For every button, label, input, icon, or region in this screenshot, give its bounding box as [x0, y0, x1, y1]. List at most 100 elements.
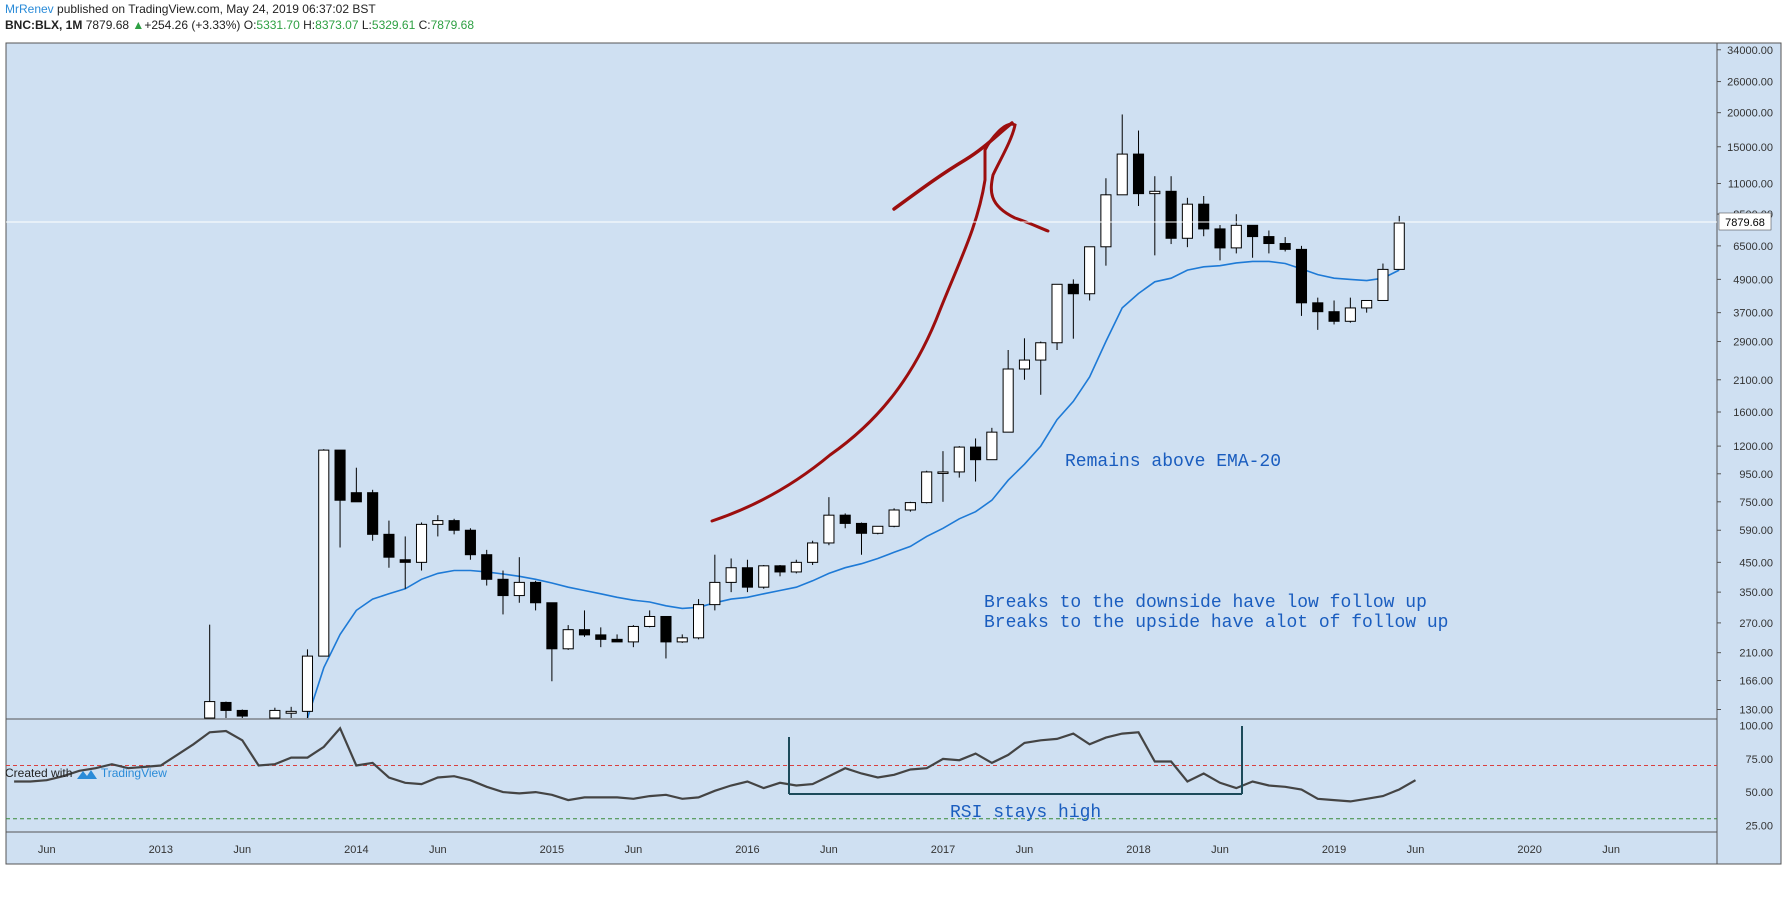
candle — [611, 634, 623, 643]
candle — [1214, 225, 1226, 261]
candle — [758, 565, 770, 589]
candle-body — [1393, 222, 1405, 270]
price-tick-label: 210.00 — [1739, 648, 1773, 660]
candle-body — [839, 514, 851, 524]
candle — [1344, 297, 1356, 323]
candle-body — [709, 581, 721, 606]
footer: Created with TradingView — [5, 766, 167, 780]
time-tick-label: Jun — [233, 844, 251, 856]
current-price-label: 7879.68 — [1725, 217, 1765, 229]
time-tick-label: Jun — [624, 844, 642, 856]
candle — [790, 559, 802, 574]
candle-body — [220, 701, 232, 711]
candle — [709, 554, 721, 611]
rsi-line — [14, 726, 1417, 803]
candle-body — [1002, 368, 1014, 433]
price-tick-label: 590.00 — [1739, 525, 1773, 537]
candle — [1328, 300, 1340, 325]
candle-body — [692, 604, 705, 639]
low-label: L: — [361, 18, 372, 32]
candle-body — [350, 492, 362, 503]
candle-body — [888, 509, 900, 527]
candle — [1018, 338, 1031, 380]
author-link[interactable]: MrRenev — [5, 2, 54, 16]
candle-body — [741, 567, 753, 588]
price-tick-label: 450.00 — [1739, 557, 1773, 569]
rsi-pane[interactable] — [5, 718, 1718, 833]
tradingview-link[interactable]: TradingView — [100, 766, 167, 780]
candle — [220, 701, 232, 718]
time-tick-label: 2020 — [1517, 844, 1541, 856]
candle-body — [1279, 243, 1291, 250]
current-price-marker: 7879.68 — [6, 212, 1772, 231]
annotation-downside[interactable]: Breaks to the downside have low follow u… — [984, 593, 1427, 613]
candle-body — [383, 533, 395, 558]
candle-body — [953, 446, 965, 473]
candle-body — [595, 634, 607, 640]
open-value: 5331.70 — [256, 18, 300, 32]
high-label: H: — [303, 18, 316, 32]
candle-body — [790, 561, 802, 573]
time-tick-label: 2019 — [1322, 844, 1346, 856]
candle-body — [1263, 236, 1275, 245]
candle — [1263, 230, 1275, 254]
price-tick-label: 3700.00 — [1733, 308, 1773, 320]
candle — [644, 610, 656, 628]
candle-body — [676, 637, 688, 643]
symbol-ohlc-bar: BNC:BLX, 1M 7879.68 ▲+254.26 (+3.33%) O:… — [5, 18, 474, 32]
candle-body — [415, 523, 428, 563]
price-pane[interactable] — [5, 42, 1718, 720]
candle — [546, 602, 558, 682]
candle — [464, 528, 476, 560]
candle — [1312, 297, 1324, 330]
candle-body — [464, 529, 476, 556]
annotation-rsi[interactable]: RSI stays high — [950, 803, 1101, 823]
time-tick-label: 2013 — [149, 844, 173, 856]
candle-body — [627, 625, 639, 643]
candle-body — [611, 638, 623, 643]
candle-body — [204, 701, 216, 719]
candle — [921, 470, 933, 504]
open-label: O: — [243, 18, 257, 32]
candle — [399, 536, 411, 589]
price-tick-label: 750.00 — [1739, 497, 1773, 509]
candle — [448, 518, 460, 535]
price-tick-label: 34000.00 — [1727, 45, 1773, 57]
candle — [481, 549, 493, 586]
candle-body — [921, 471, 933, 504]
candle-body — [1214, 228, 1226, 249]
candle — [513, 557, 525, 603]
candle — [904, 501, 916, 512]
time-tick-label: Jun — [820, 844, 838, 856]
candle — [595, 627, 607, 648]
hand-drawn-stroke — [892, 121, 1014, 211]
candle-layer — [204, 114, 1405, 719]
price-tick-label: 20000.00 — [1727, 108, 1773, 120]
price-axis-pane[interactable] — [1716, 42, 1782, 865]
candle — [855, 522, 868, 555]
candle — [1132, 130, 1145, 206]
candle-body — [318, 449, 330, 657]
candle — [530, 580, 542, 611]
price-tick-label: 6500.00 — [1733, 241, 1773, 253]
hand-drawn-arrow[interactable] — [710, 121, 1050, 523]
annotation-ema[interactable]: Remains above EMA-20 — [1065, 452, 1281, 472]
candle-body — [807, 542, 819, 563]
tradingview-logo-icon[interactable] — [76, 768, 98, 780]
candle-body — [1018, 359, 1031, 370]
candle-body — [904, 502, 916, 511]
candle — [1051, 283, 1063, 350]
candle — [562, 625, 574, 650]
candle-body — [758, 565, 770, 588]
rsi-channel-drawing[interactable] — [788, 726, 1243, 795]
candle-body — [1035, 342, 1047, 361]
annotation-upside[interactable]: Breaks to the upside have alot of follow… — [984, 613, 1448, 633]
candle-body — [1165, 190, 1177, 239]
candle — [953, 446, 965, 478]
candle-body — [448, 520, 460, 531]
candle-body — [774, 565, 786, 573]
candle-body — [970, 446, 982, 461]
candle-body — [546, 602, 558, 650]
candle-body — [399, 559, 411, 563]
